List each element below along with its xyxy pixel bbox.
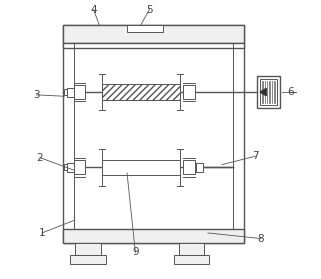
Polygon shape — [260, 88, 266, 96]
Text: 2: 2 — [37, 153, 43, 163]
Bar — [70, 255, 106, 264]
Text: 5: 5 — [146, 5, 153, 15]
Bar — [63, 229, 244, 243]
Text: 1: 1 — [39, 228, 45, 238]
Bar — [178, 243, 204, 255]
Bar — [260, 80, 277, 105]
Bar — [63, 25, 244, 243]
Text: 4: 4 — [90, 5, 97, 15]
Text: 3: 3 — [33, 90, 40, 100]
Bar — [102, 84, 180, 100]
Bar — [67, 88, 74, 97]
Bar — [183, 160, 195, 174]
Bar — [63, 43, 244, 48]
Bar — [63, 25, 244, 43]
Text: 6: 6 — [287, 87, 293, 97]
Bar — [74, 160, 85, 174]
Bar — [67, 163, 74, 172]
Bar — [174, 255, 209, 264]
Bar — [257, 76, 281, 108]
Bar — [196, 163, 203, 172]
Bar — [74, 85, 85, 99]
Bar — [64, 164, 67, 170]
Text: 9: 9 — [132, 247, 139, 258]
Bar — [75, 243, 100, 255]
Bar — [127, 25, 163, 32]
Text: 8: 8 — [258, 234, 264, 244]
Text: 7: 7 — [252, 151, 259, 161]
Bar — [64, 89, 67, 95]
Bar — [102, 160, 180, 175]
Bar — [183, 85, 195, 99]
